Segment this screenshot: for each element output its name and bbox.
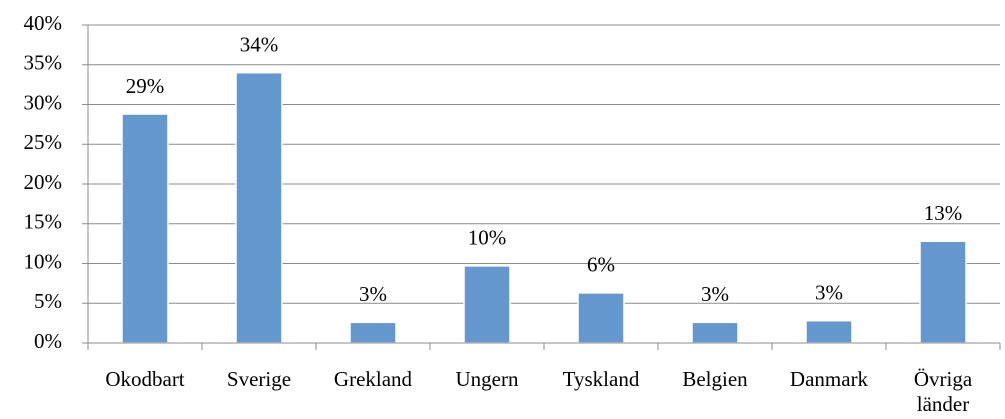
y-tick-label: 20%	[24, 170, 63, 194]
y-tick-label: 0%	[34, 329, 62, 353]
bar	[577, 292, 625, 344]
y-tick-label: 10%	[24, 249, 63, 273]
data-label: 34%	[240, 33, 279, 57]
bar	[349, 321, 397, 344]
y-tick-label: 35%	[24, 51, 63, 75]
data-label: 13%	[924, 201, 963, 225]
bar	[805, 319, 853, 344]
y-tick-label: 15%	[24, 210, 63, 234]
y-tick-label: 40%	[24, 11, 63, 35]
x-tick-label: Grekland	[333, 367, 413, 391]
bar	[691, 321, 739, 344]
bar	[235, 71, 283, 344]
data-label: 6%	[587, 253, 615, 277]
x-tick-label: Belgien	[682, 367, 748, 391]
data-label: 29%	[126, 74, 165, 98]
data-label: 3%	[359, 282, 387, 306]
bar	[121, 113, 169, 344]
data-label: 3%	[701, 282, 729, 306]
y-tick-label: 30%	[24, 90, 63, 114]
x-tick-label: Tyskland	[562, 367, 640, 391]
data-label: 10%	[468, 226, 507, 250]
x-tick-label: Ungern	[455, 367, 519, 391]
data-label: 3%	[815, 281, 843, 305]
x-tick-label: Okodbart	[105, 367, 185, 391]
bar	[919, 240, 967, 344]
x-tick-label: Övriga länder	[913, 367, 973, 416]
y-tick-label: 5%	[34, 289, 62, 313]
x-tick-label: Sverige	[226, 367, 292, 391]
x-tick-label: Danmark	[789, 367, 869, 391]
bar	[463, 265, 511, 344]
y-tick-label: 25%	[24, 130, 63, 154]
